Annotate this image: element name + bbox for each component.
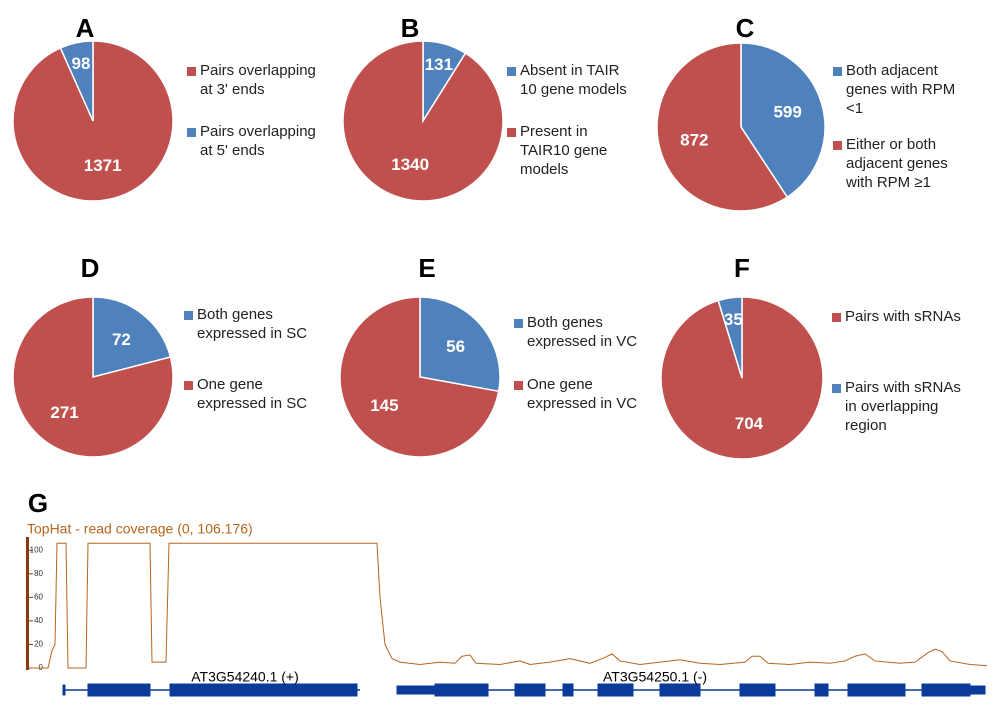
legend-swatch xyxy=(184,381,193,390)
legend-label: Pairs overlapping at 3' ends xyxy=(200,62,316,98)
y-tick-label: 40 xyxy=(34,616,43,625)
legend-swatch xyxy=(507,128,516,137)
gene-label: AT3G54250.1 (-) xyxy=(603,669,707,685)
value-label: 872 xyxy=(680,130,708,149)
legend-label: Pairs overlapping at 5' ends xyxy=(200,123,316,159)
value-label: 1371 xyxy=(84,156,122,175)
legend-label: Either or both adjacent genes with RPM ≥… xyxy=(846,136,948,191)
gene-models xyxy=(62,683,986,697)
panel-label: B xyxy=(401,13,420,43)
y-tick-label: 100 xyxy=(30,545,44,554)
legend-swatch xyxy=(514,381,523,390)
legend-label: One gene expressed in VC xyxy=(527,376,638,412)
legend-swatch xyxy=(187,67,196,76)
panel-label: F xyxy=(734,253,750,283)
value-label: 72 xyxy=(112,330,131,349)
legend-label: Present in TAIR10 gene models xyxy=(520,123,608,178)
gene-label: AT3G54240.1 (+) xyxy=(191,669,299,685)
legend-label: Pairs with sRNAs in overlapping region xyxy=(845,379,961,434)
value-label: 704 xyxy=(735,414,764,433)
y-tick-label: 80 xyxy=(34,569,43,578)
legend-swatch xyxy=(833,141,842,150)
legend-label: One gene expressed in SC xyxy=(197,376,308,412)
panel-label: E xyxy=(418,253,435,283)
value-label: 98 xyxy=(72,54,91,73)
pie-slice xyxy=(339,296,500,458)
legend-swatch xyxy=(184,311,193,320)
pie-slice xyxy=(342,40,504,202)
pie-slice xyxy=(59,40,94,122)
pie-slice xyxy=(717,296,743,379)
value-label: 599 xyxy=(773,102,801,121)
legend-label: Pairs with sRNAs xyxy=(845,308,961,325)
value-label: 35 xyxy=(724,310,743,329)
value-label: 1340 xyxy=(391,155,429,174)
legend-label: Absent in TAIR 10 gene models xyxy=(520,62,627,98)
panel-label: G xyxy=(28,488,48,518)
pie-slice xyxy=(92,296,172,378)
legend-label: Both adjacent genes with RPM <1 xyxy=(846,62,956,117)
legend-label: Both genes expressed in VC xyxy=(527,314,638,350)
y-axis xyxy=(26,537,29,670)
value-label: 271 xyxy=(50,403,78,422)
legend-swatch xyxy=(514,319,523,328)
legend-swatch xyxy=(832,313,841,322)
legend-swatch xyxy=(833,67,842,76)
panel-label: C xyxy=(736,13,755,43)
legend-label: Both genes expressed in SC xyxy=(197,306,308,342)
value-label: 145 xyxy=(370,396,398,415)
track-title: TopHat - read coverage (0, 106.176) xyxy=(27,521,253,537)
coverage-line xyxy=(30,542,988,669)
panel-label: A xyxy=(76,13,95,43)
pie-slice xyxy=(419,296,501,393)
pie-slice xyxy=(12,296,174,458)
panel-label: D xyxy=(81,253,100,283)
legend-swatch xyxy=(832,384,841,393)
y-tick-label: 60 xyxy=(34,592,43,601)
pie-slice xyxy=(656,42,789,212)
y-tick-label: 20 xyxy=(34,640,43,649)
legend-swatch xyxy=(187,128,196,137)
value-label: 131 xyxy=(425,55,453,74)
legend-swatch xyxy=(507,67,516,76)
value-label: 56 xyxy=(446,337,465,356)
